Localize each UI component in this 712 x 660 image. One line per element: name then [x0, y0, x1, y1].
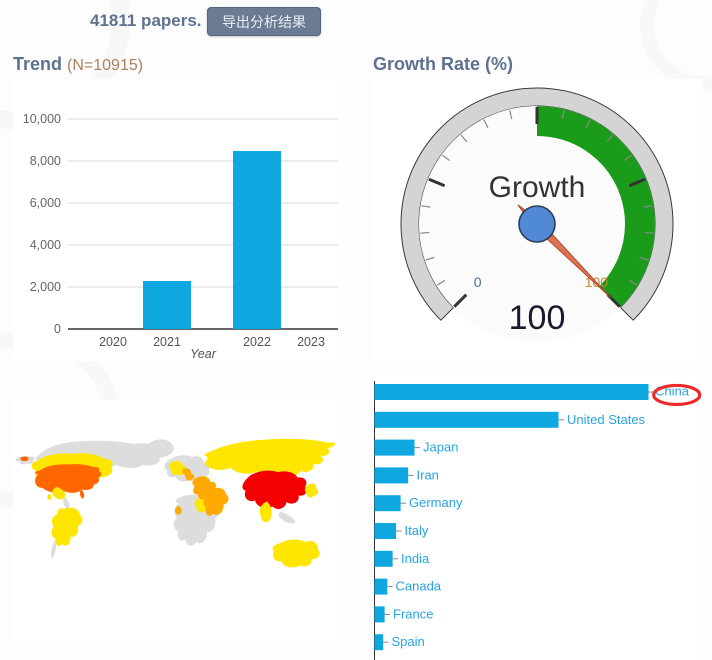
- svg-text:6,000: 6,000: [30, 196, 61, 210]
- svg-text:10,000: 10,000: [23, 112, 61, 126]
- svg-text:Japan: Japan: [423, 440, 458, 455]
- svg-text:2021: 2021: [153, 335, 181, 349]
- svg-text:100: 100: [509, 299, 566, 337]
- svg-text:Growth: Growth: [489, 171, 586, 204]
- svg-text:2023: 2023: [297, 335, 325, 349]
- svg-text:2022: 2022: [243, 335, 271, 349]
- svg-text:0: 0: [54, 322, 61, 336]
- svg-text:4,000: 4,000: [30, 238, 61, 252]
- svg-text:Iran: Iran: [417, 467, 439, 482]
- svg-text:United States: United States: [567, 412, 646, 427]
- svg-text:Canada: Canada: [396, 579, 442, 594]
- svg-text:Year: Year: [190, 347, 217, 360]
- svg-text:India: India: [401, 551, 430, 566]
- svg-text:France: France: [393, 606, 433, 621]
- svg-text:2020: 2020: [99, 335, 127, 349]
- svg-text:8,000: 8,000: [30, 154, 61, 168]
- svg-text:Italy: Italy: [405, 523, 429, 538]
- svg-text:2,000: 2,000: [30, 280, 61, 294]
- svg-text:Spain: Spain: [392, 634, 425, 649]
- svg-text:0: 0: [474, 274, 482, 290]
- svg-text:Germany: Germany: [409, 495, 463, 510]
